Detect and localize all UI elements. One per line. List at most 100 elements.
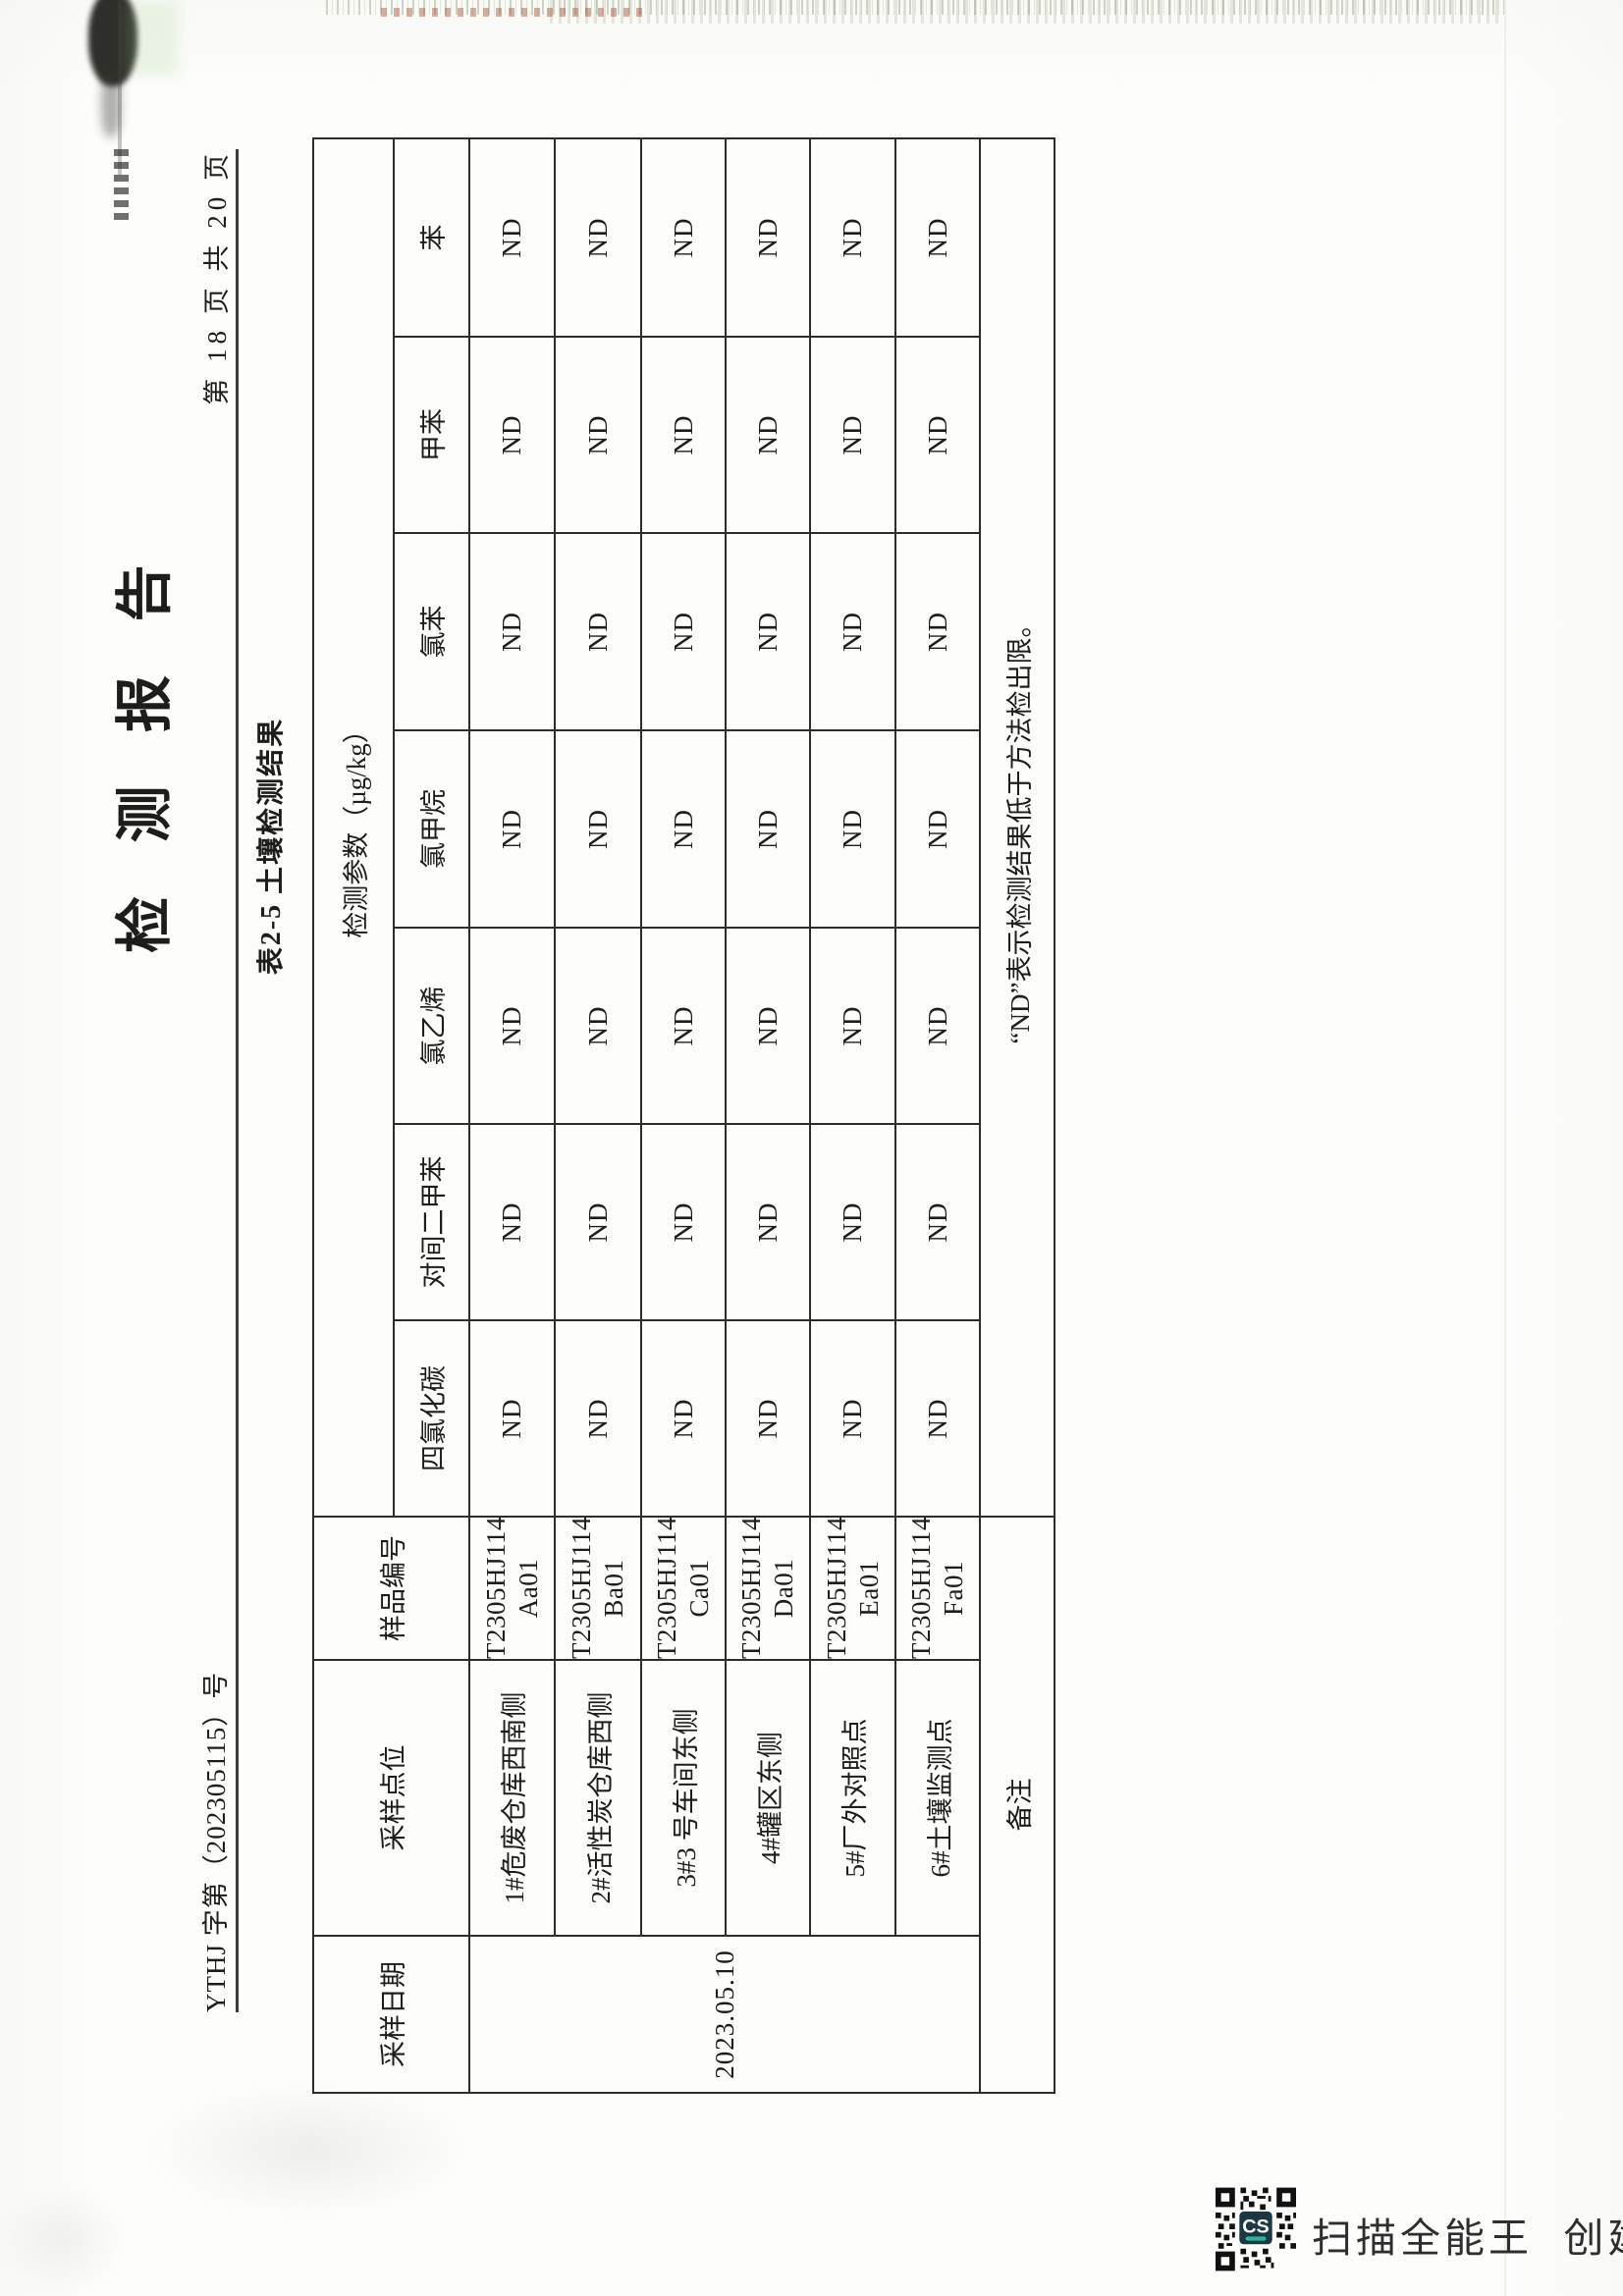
- result-cell: ND: [469, 137, 555, 337]
- sample-id-line2: Ba01: [599, 1559, 628, 1618]
- result-cell: ND: [726, 137, 810, 337]
- col-header-sample-id: 样品编号: [313, 1517, 469, 1660]
- result-cell: ND: [726, 928, 810, 1124]
- table-row: 6#土壤监测点 T2305HJ114 Fa01 ND ND ND ND ND N…: [895, 137, 980, 2093]
- sampling-point-cell: 1#危废仓库西南侧: [469, 1660, 555, 1936]
- sample-id-cell: T2305HJ114 Ba01: [555, 1517, 641, 1660]
- sample-id-cell: T2305HJ114 Fa01: [895, 1517, 980, 1660]
- result-cell: ND: [555, 1320, 641, 1517]
- result-cell: ND: [895, 533, 980, 730]
- result-cell: ND: [726, 1320, 810, 1517]
- sample-id-line1: T2305HJ114: [652, 1517, 681, 1659]
- table-row: 5#厂外对照点 T2305HJ114 Ea01 ND ND ND ND ND N…: [810, 137, 895, 2093]
- sampling-point-cell: 3#3 号车间东侧: [641, 1660, 726, 1936]
- result-cell: ND: [641, 137, 726, 337]
- page-title: 检 测 报 告: [113, 545, 177, 953]
- result-cell: ND: [555, 337, 641, 533]
- table-row: 4#罐区东侧 T2305HJ114 Da01 ND ND ND ND ND ND…: [726, 137, 810, 2093]
- result-cell: ND: [895, 1124, 980, 1320]
- sample-id-line2: Da01: [769, 1558, 798, 1619]
- soil-results-table: 采样日期 采样点位 样品编号 检测参数（µg/kg） 四氯化碳 对间二甲苯 氯乙…: [312, 137, 1055, 2094]
- result-cell: ND: [641, 730, 726, 928]
- param-header-toluene: 甲苯: [394, 337, 469, 533]
- header-underline: [236, 149, 239, 2012]
- table-caption: 表2-5 土壤检测结果: [256, 717, 287, 976]
- sample-id-line1: T2305HJ114: [480, 1517, 511, 1659]
- result-cell: ND: [469, 928, 555, 1124]
- sample-id-cell: T2305HJ114 Aa01: [469, 1517, 555, 1660]
- page-number-indicator: 第 18 页 共 20 页: [202, 149, 232, 405]
- result-cell: ND: [810, 1124, 895, 1320]
- sampling-date-cell: 2023.05.10: [469, 1936, 980, 2093]
- result-cell: ND: [555, 928, 641, 1124]
- table-row: 2#活性炭仓库西侧 T2305HJ114 Ba01 ND ND ND ND ND…: [555, 137, 641, 2093]
- result-cell: ND: [555, 533, 641, 730]
- sample-id-line2: Ca01: [684, 1559, 714, 1618]
- col-header-date: 采样日期: [313, 1936, 469, 2093]
- sample-id-line2: Fa01: [939, 1561, 968, 1616]
- scanner-caption: 扫描全能王 创建: [1312, 2216, 1623, 2261]
- result-cell: ND: [469, 533, 555, 730]
- sample-id-line1: T2305HJ114: [567, 1517, 596, 1659]
- sampling-point-cell: 4#罐区东侧: [726, 1660, 810, 1936]
- table-header-row-1: 采样日期 采样点位 样品编号 检测参数（µg/kg）: [313, 137, 469, 2093]
- sample-id-line2: Aa01: [513, 1558, 543, 1619]
- sample-id-line2: Ea01: [853, 1560, 884, 1617]
- result-cell: ND: [895, 1320, 980, 1517]
- result-cell: ND: [810, 337, 895, 533]
- sample-id-cell: T2305HJ114 Da01: [726, 1517, 810, 1660]
- result-cell: ND: [641, 1124, 726, 1320]
- sampling-point-cell: 2#活性炭仓库西侧: [555, 1660, 641, 1936]
- param-header-chlorobenzene: 氯苯: [394, 533, 469, 730]
- param-header-ccl4: 四氯化碳: [394, 1320, 469, 1517]
- result-cell: ND: [469, 730, 555, 928]
- sample-id-line1: T2305HJ114: [906, 1517, 936, 1659]
- param-header-benzene: 苯: [394, 137, 469, 337]
- sampling-point-cell: 6#土壤监测点: [895, 1660, 980, 1936]
- remark-row: 备注 “ND”表示检测结果低于方法检出限。: [980, 137, 1055, 2093]
- result-cell: ND: [641, 1320, 726, 1517]
- result-cell: ND: [726, 1124, 810, 1320]
- qr-logo-badge: [1239, 2211, 1272, 2245]
- col-header-params-group: 检测参数（µg/kg）: [313, 137, 394, 1517]
- result-cell: ND: [726, 337, 810, 533]
- result-cell: ND: [895, 337, 980, 533]
- result-cell: ND: [469, 337, 555, 533]
- param-header-chloromethane: 氯甲烷: [394, 730, 469, 928]
- param-header-vinyl-chloride: 氯乙烯: [394, 928, 469, 1124]
- remark-label-cell: 备注: [980, 1517, 1055, 2093]
- result-cell: ND: [895, 730, 980, 928]
- param-header-xylene: 对间二甲苯: [394, 1124, 469, 1320]
- result-cell: ND: [469, 1320, 555, 1517]
- result-cell: ND: [469, 1124, 555, 1320]
- sample-id-line1: T2305HJ114: [821, 1517, 851, 1659]
- result-cell: ND: [810, 1320, 895, 1517]
- result-cell: ND: [895, 137, 980, 337]
- sampling-point-cell: 5#厂外对照点: [810, 1660, 895, 1936]
- result-cell: ND: [555, 1124, 641, 1320]
- result-cell: ND: [555, 730, 641, 928]
- table-row: 3#3 号车间东侧 T2305HJ114 Ca01 ND ND ND ND ND…: [641, 137, 726, 2093]
- sample-id-cell: T2305HJ114 Ca01: [641, 1517, 726, 1660]
- result-cell: ND: [641, 928, 726, 1124]
- qr-code-graphic: CS: [1216, 2187, 1296, 2271]
- qr-code: CS: [1216, 2187, 1296, 2271]
- sample-id-cell: T2305HJ114 Ea01: [810, 1517, 895, 1660]
- table-row: 2023.05.10 1#危废仓库西南侧 T2305HJ114 Aa01 ND …: [469, 137, 980, 2093]
- col-header-point: 采样点位: [313, 1660, 469, 1936]
- sample-id-line1: T2305HJ114: [736, 1517, 766, 1659]
- result-cell: ND: [641, 533, 726, 730]
- report-number: YTHJ 字第（202305115）号: [201, 1671, 231, 2012]
- result-cell: ND: [641, 337, 726, 533]
- result-cell: ND: [810, 928, 895, 1124]
- remark-text-cell: “ND”表示检测结果低于方法检出限。: [980, 137, 1055, 1517]
- result-cell: ND: [810, 533, 895, 730]
- result-cell: ND: [810, 730, 895, 928]
- result-cell: ND: [895, 928, 980, 1124]
- result-cell: ND: [726, 730, 810, 928]
- result-cell: ND: [555, 137, 641, 337]
- qr-logo-text: CS: [1242, 2216, 1269, 2237]
- result-cell: ND: [726, 533, 810, 730]
